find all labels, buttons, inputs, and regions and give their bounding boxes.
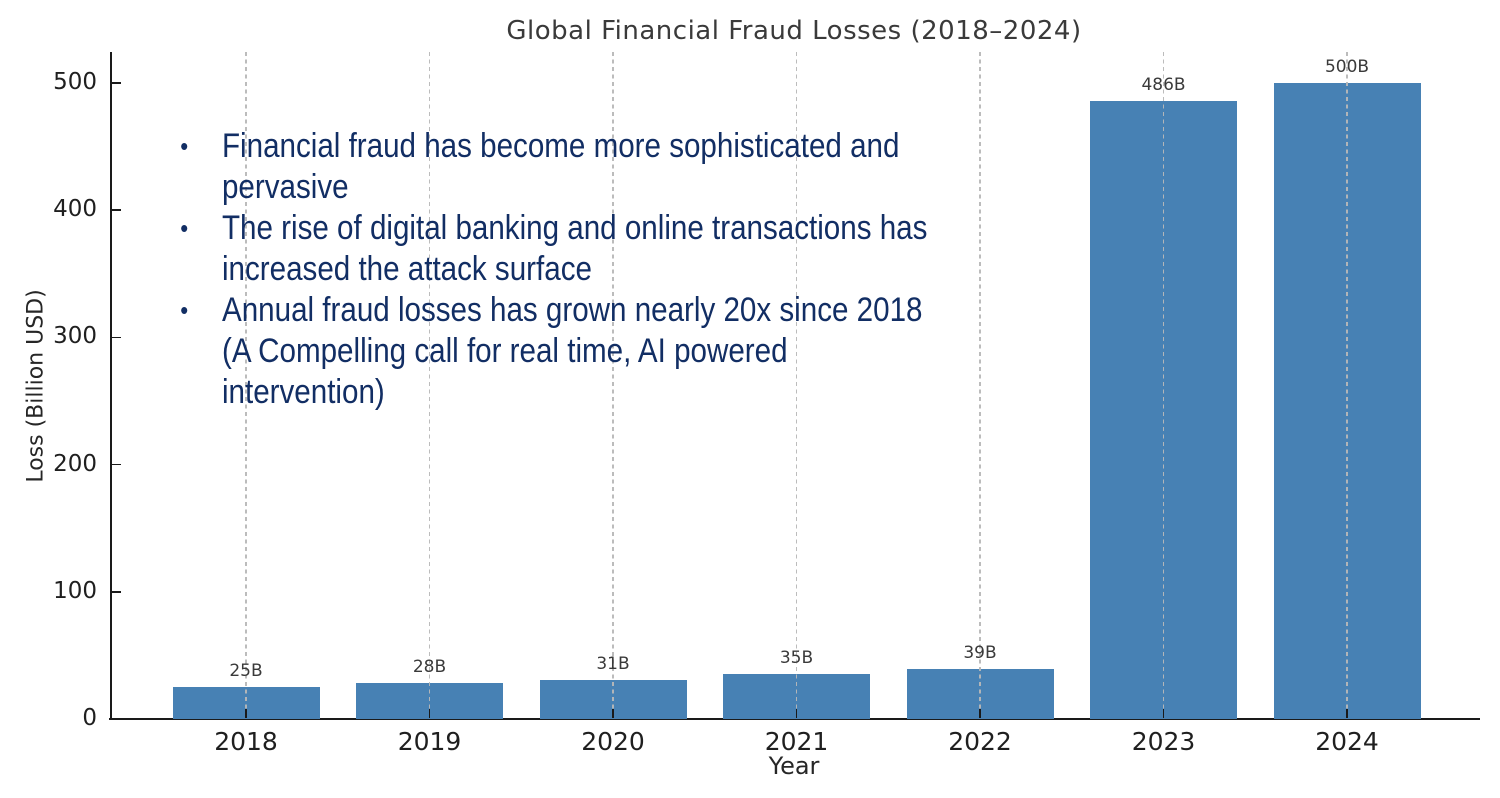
bullet-dot-icon: • (180, 131, 189, 161)
y-tick-label-500: 500 (53, 69, 97, 95)
bar-value-label-2022: 39B (963, 643, 997, 664)
bullet-line: increased the attack surface (221, 250, 592, 288)
y-axis-spine (110, 52, 112, 720)
bullet-dot-icon: • (180, 295, 189, 325)
y-tick-mark-300 (112, 336, 121, 339)
x-tick-mark-2018 (245, 709, 247, 718)
x-tick-label-2021: 2021 (764, 727, 829, 756)
y-tick-label-200: 200 (53, 450, 97, 477)
bullet-item: • Annual fraud losses has grown nearly 2… (175, 290, 1062, 413)
grid-line-2022 (979, 52, 981, 718)
x-tick-mark-2021 (795, 709, 798, 718)
bullet-line: Financial fraud has become more sophisti… (221, 127, 900, 165)
bullet-line: pervasive (221, 168, 349, 206)
bar-value-label-2024: 500B (1324, 57, 1370, 77)
bullet-item: • The rise of digital banking and online… (175, 208, 1062, 290)
bar-value-label-2018: 25B (229, 661, 263, 682)
bar-value-label-2023: 486B (1141, 74, 1186, 95)
x-tick-label-2018: 2018 (214, 727, 278, 756)
chart-title: Global Financial Fraud Losses (2018–2024… (506, 16, 1082, 46)
x-tick-label-2023: 2023 (1131, 727, 1196, 756)
bullet-item: • Financial fraud has become more sophis… (175, 126, 1062, 208)
grid-line-2018 (245, 52, 247, 718)
bullet-line: The rise of digital banking and online t… (221, 209, 928, 247)
x-tick-mark-2023 (1162, 709, 1165, 718)
bullet-line: (A Compelling call for real time, AI pow… (221, 332, 788, 370)
x-tick-mark-2020 (612, 709, 614, 718)
x-tick-label-2020: 2020 (581, 727, 645, 756)
y-tick-mark-400 (112, 209, 121, 211)
bullet-line: intervention) (221, 373, 385, 411)
x-tick-mark-2019 (428, 709, 431, 718)
bullet-line: Annual fraud losses has grown nearly 20x… (221, 291, 923, 329)
grid-line-2021 (795, 52, 798, 718)
x-tick-mark-2024 (1346, 709, 1348, 718)
x-tick-label-2022: 2022 (948, 727, 1012, 756)
x-tick-label-2024: 2024 (1315, 727, 1379, 756)
bar-value-label-2019: 28B (412, 657, 447, 678)
x-tick-label-2019: 2019 (397, 727, 462, 756)
y-tick-label-0: 0 (82, 705, 97, 731)
y-tick-label-100: 100 (53, 577, 97, 604)
y-tick-mark-200 (112, 463, 121, 466)
y-tick-mark-100 (112, 591, 121, 593)
x-axis-spine (109, 718, 1480, 721)
x-tick-mark-2022 (979, 709, 981, 718)
bullet-dot-icon: • (180, 213, 189, 243)
annotation-bullets: • Financial fraud has become more sophis… (175, 126, 1062, 413)
x-axis-label: Year (768, 752, 820, 780)
y-tick-label-300: 300 (53, 323, 97, 350)
grid-line-2020 (612, 52, 614, 718)
grid-line-2023 (1162, 52, 1165, 718)
bar-value-label-2020: 31B (596, 653, 630, 674)
bar-value-label-2021: 35B (779, 648, 814, 669)
grid-line-2019 (428, 52, 431, 718)
grid-line-2024 (1346, 52, 1348, 718)
y-tick-mark-500 (112, 82, 121, 84)
y-tick-mark-0 (112, 718, 121, 720)
y-tick-label-400: 400 (53, 196, 97, 223)
